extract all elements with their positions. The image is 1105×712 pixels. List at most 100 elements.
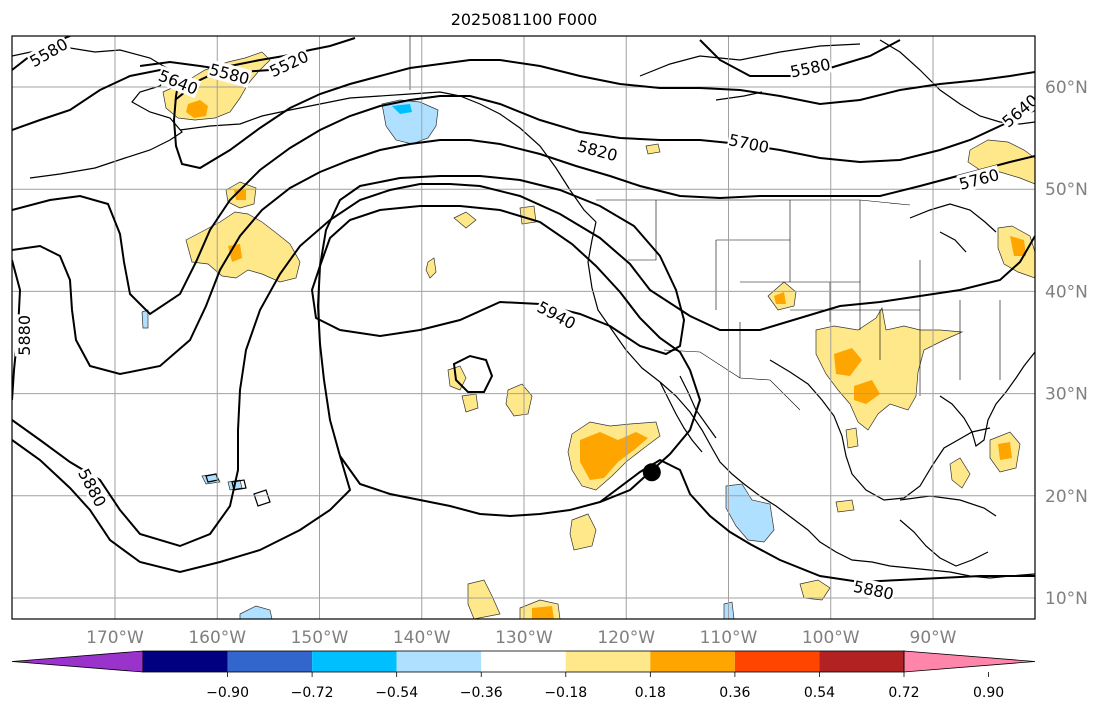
longitude-label: 120°W xyxy=(597,628,655,648)
colorbar-segment xyxy=(734,651,820,672)
border-states-1 xyxy=(628,200,1001,396)
anomaly-yellow-bc xyxy=(645,143,661,155)
anomaly-orange-central-pac xyxy=(580,432,648,480)
colorbar-segment xyxy=(396,651,482,672)
anomaly-orange-us-south xyxy=(834,348,862,376)
anomaly-yellow-small-4 xyxy=(447,365,467,391)
colorbar-segment xyxy=(312,651,397,672)
contour-label-bg xyxy=(533,297,580,333)
contour-5880-mex xyxy=(599,458,1035,584)
colorbar-label: 0.18 xyxy=(635,685,666,701)
colorbar-segment xyxy=(565,651,651,672)
coastline-alaska-south xyxy=(179,91,597,223)
colorbar-tick-labels: −0.90 −0.72 −0.54 −0.36 −0.18 0.18 0.36 0.54 0.7… xyxy=(206,672,1004,701)
anomaly-yellow-south-2 xyxy=(467,579,501,619)
longitude-label: 150°W xyxy=(291,628,349,648)
colorbar-extend-min xyxy=(11,650,144,673)
anomaly-yellow-canada-east xyxy=(967,139,1035,185)
contour-label-bg xyxy=(787,54,833,81)
contour-5820 xyxy=(12,183,1035,548)
anomaly-deepblue-gulf xyxy=(392,104,412,114)
colorbar-label: −0.54 xyxy=(375,685,418,701)
colorbar-label: 0.90 xyxy=(973,685,1004,701)
anomaly-yellow-us-south xyxy=(815,307,964,431)
colorbar-segment xyxy=(143,651,228,672)
storm-position-marker xyxy=(642,463,661,482)
contour-label-bg xyxy=(155,65,202,99)
contour-label-bg xyxy=(851,576,897,603)
latitude-label: 60°N xyxy=(1045,78,1088,98)
contour-5760 xyxy=(12,139,1035,376)
contour-5520 xyxy=(174,37,356,101)
anomaly-orange-us-kansas xyxy=(774,292,786,304)
anomaly-yellow-gulf-small xyxy=(949,457,971,489)
contour-5580-east xyxy=(699,39,901,77)
anomaly-orange-east-coast xyxy=(1010,236,1026,256)
anomaly-blue-central-small xyxy=(141,309,149,329)
anomaly-yellow-small-3 xyxy=(425,257,437,279)
anomaly-yellow-small-1 xyxy=(453,211,477,229)
colorbar-segment xyxy=(650,651,735,672)
height-contours xyxy=(12,36,1035,584)
anomaly-blue-mexico xyxy=(725,483,775,543)
colorbar-label: 0.36 xyxy=(719,685,750,701)
colorbar-segment xyxy=(227,651,313,672)
latitude-tick-labels: 60°N 50°N 40°N 30°N 20°N 10°N xyxy=(1045,78,1088,609)
latitude-label: 10°N xyxy=(1045,589,1088,609)
anomaly-yellow-small-6 xyxy=(505,383,533,417)
coastline-cuba xyxy=(899,495,997,517)
coastline-greatlakes xyxy=(909,203,997,253)
map-title: 2025081100 F000 xyxy=(450,10,598,29)
contour-label-bg xyxy=(206,59,253,88)
longitude-label: 110°W xyxy=(700,628,758,648)
plot-frame xyxy=(11,35,1036,620)
anomaly-blue-south-west xyxy=(239,605,273,619)
coastline-gulf-mexico xyxy=(769,359,991,501)
anomaly-yellow-texas-small xyxy=(845,427,859,449)
contour-label-bg xyxy=(265,46,312,81)
contour-label-bg xyxy=(998,90,1035,131)
anomaly-yellow-mex-south xyxy=(799,579,831,601)
colorbar-extend-max xyxy=(903,650,1036,673)
colorbar xyxy=(11,650,1036,673)
anomaly-yellow-cuba xyxy=(835,499,855,513)
colorbar-label: 0.72 xyxy=(888,685,919,701)
contour-label: 5880 xyxy=(15,315,34,356)
anomaly-yellow-pac-north xyxy=(185,211,301,283)
contour-5700 xyxy=(12,95,1035,316)
anomaly-yellow-small-5 xyxy=(461,393,479,413)
anomaly-orange-alaska xyxy=(186,100,208,118)
contour-label-bg xyxy=(25,36,72,71)
contour-label-bg xyxy=(14,314,33,357)
colorbar-label: −0.90 xyxy=(206,685,249,701)
latitude-label: 20°N xyxy=(1045,487,1088,507)
coastline-alaska-west xyxy=(12,47,183,179)
anomaly-orange-caribbean xyxy=(998,442,1012,460)
longitude-label: 160°W xyxy=(188,628,246,648)
colorbar-label: −0.18 xyxy=(544,685,587,701)
anomaly-yellow-south-1 xyxy=(569,513,597,551)
coastline-west-us xyxy=(587,221,1035,579)
contour-5940-small xyxy=(452,354,494,393)
coastlines xyxy=(12,39,1035,579)
anomaly-orange-south-3 xyxy=(532,606,554,619)
coastline-florida xyxy=(939,351,1035,448)
colorbar-segment xyxy=(481,651,566,672)
colorbar-label: −0.36 xyxy=(460,685,503,701)
contour-5880-main xyxy=(12,205,702,574)
colorbar-label: 0.54 xyxy=(804,685,835,701)
contour-5940 xyxy=(310,175,686,356)
anomaly-orange-us-south-2 xyxy=(854,380,880,404)
contour-label-bg xyxy=(956,164,1002,194)
contour-label-bg xyxy=(74,464,111,511)
longitude-label: 140°W xyxy=(393,628,451,648)
coastline-hawaii-3 xyxy=(253,489,271,507)
contour-label-bg xyxy=(575,136,621,165)
border-canada-us xyxy=(596,199,911,206)
colorbar-segment xyxy=(819,651,904,672)
coastline-hawaii-1 xyxy=(205,473,219,483)
latitude-label: 50°N xyxy=(1045,180,1088,200)
anomaly-yellow-small-2 xyxy=(519,205,537,225)
longitude-tick-labels: 170°W 160°W 150°W 140°W 130°W 120°W 110°W 100°W… xyxy=(86,628,957,648)
